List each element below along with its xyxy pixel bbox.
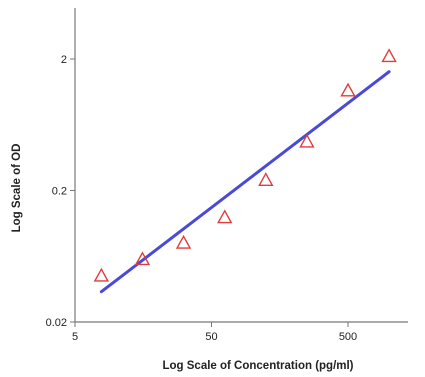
data-point-triangle — [381, 48, 397, 63]
data-points — [93, 48, 397, 282]
x-axis-title: Log Scale of Concentration (pg/ml) — [162, 360, 353, 372]
data-point-triangle — [217, 209, 233, 224]
y-axis-title: Log Scale of OD — [11, 144, 23, 233]
x-tick-label: 500 — [339, 331, 357, 343]
data-point-triangle — [134, 251, 151, 266]
x-tick-label: 5 — [72, 331, 78, 343]
y-tick-label: 2 — [61, 54, 67, 66]
data-point-triangle — [175, 234, 192, 249]
fit-line-series — [99, 70, 391, 294]
fit-line — [99, 70, 391, 294]
axes — [74, 8, 408, 323]
data-point-triangle — [340, 82, 356, 97]
tick-marks — [70, 58, 349, 327]
data-point-triangle — [93, 267, 110, 282]
tick-labels: 0.02 0.2 2 5 50 500 — [46, 54, 358, 343]
y-tick-label: 0.02 — [46, 317, 67, 329]
y-tick-label: 0.2 — [52, 186, 67, 198]
data-point-triangle — [299, 133, 315, 148]
data-point-triangle — [258, 172, 274, 186]
x-tick-label: 50 — [205, 331, 217, 343]
